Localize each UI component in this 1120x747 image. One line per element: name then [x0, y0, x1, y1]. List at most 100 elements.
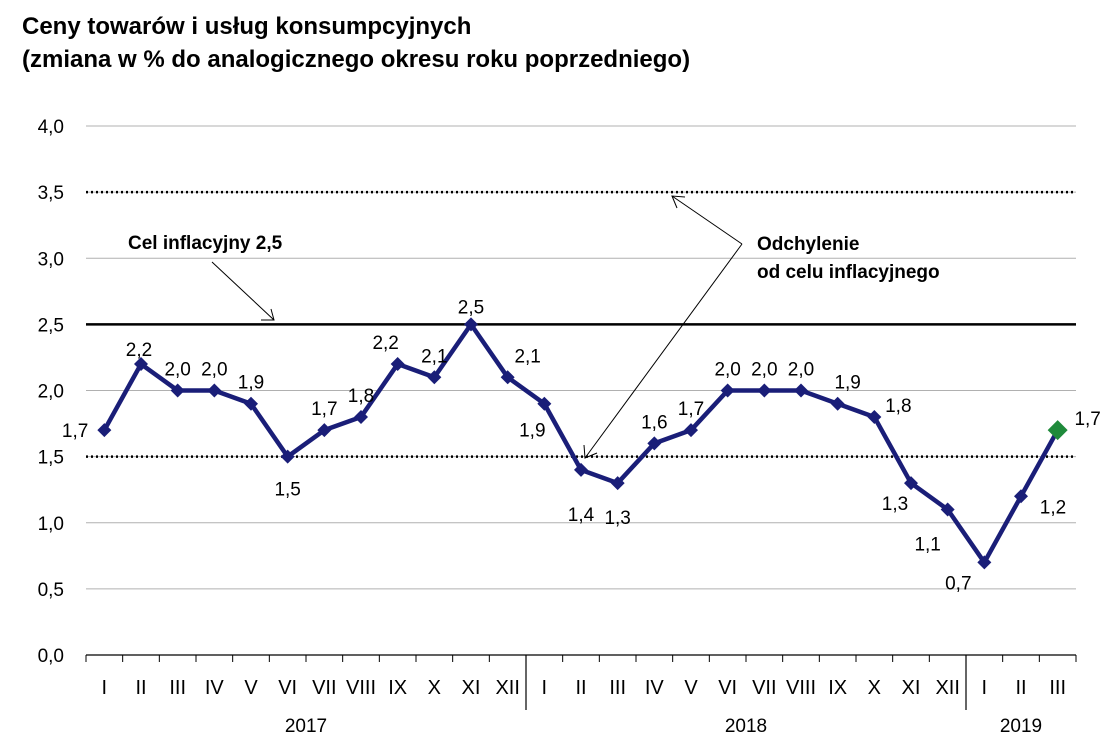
data-point-marker [464, 317, 478, 332]
annotation-arrow [584, 243, 743, 459]
data-point-marker [317, 423, 332, 438]
x-tick-label: V [684, 677, 698, 699]
data-point-marker [720, 383, 735, 398]
x-tick-label: VIII [346, 677, 376, 699]
annotation-arrow [671, 195, 743, 245]
x-tick-label: X [428, 677, 441, 699]
x-tick-label: I [102, 677, 108, 699]
x-tick-label: II [1015, 677, 1026, 699]
x-tick-label: I [542, 677, 548, 699]
x-tick-label: XII [495, 677, 519, 699]
data-label: 1,7 [311, 399, 337, 420]
y-tick-label: 0,5 [38, 580, 64, 601]
data-point-marker [830, 396, 845, 411]
y-tick-label: 3,0 [38, 249, 64, 270]
data-label: 1,1 [914, 535, 940, 556]
data-point-marker [427, 370, 442, 385]
data-label: 2,2 [372, 333, 398, 354]
x-tick-label: VI [278, 677, 297, 699]
cpi-series-line [102, 322, 1060, 565]
annotation-arrowhead [671, 195, 686, 209]
latest-point-marker [1047, 420, 1068, 441]
data-label: 1,3 [882, 494, 908, 515]
data-label: 2,0 [164, 360, 190, 381]
y-tick-label: 1,0 [38, 514, 64, 535]
data-point-marker [207, 383, 222, 398]
data-label: 2,0 [788, 360, 814, 381]
data-point-marker [97, 423, 112, 438]
data-point-marker [170, 383, 185, 398]
data-point-marker [280, 449, 295, 464]
data-label: 1,5 [274, 480, 300, 501]
data-label: 2,0 [751, 360, 777, 381]
data-point-marker [647, 436, 662, 451]
x-tick-label: IV [645, 677, 665, 699]
annotation-arrow [211, 261, 275, 321]
data-point-marker [977, 555, 992, 570]
chart-title-line-1: Ceny towarów i usług konsumpcyjnych [22, 13, 472, 40]
x-tick-label: VI [718, 677, 737, 699]
annotation-deviation-label-line-2: od celu inflacyjnego [757, 262, 940, 283]
x-tick-label: I [982, 677, 988, 699]
data-label: 2,0 [714, 360, 740, 381]
data-point-marker [684, 423, 698, 438]
data-label: 1,7 [678, 399, 704, 420]
x-tick-label: VII [312, 677, 336, 699]
data-point-marker [794, 383, 808, 398]
data-label: 2,1 [421, 346, 447, 367]
y-tick-label: 3,5 [38, 183, 64, 204]
annotation-arrowhead [583, 444, 598, 459]
data-point-marker [500, 370, 515, 385]
x-tick-label: II [135, 677, 146, 699]
data-point-marker [537, 396, 552, 411]
x-tick-label: II [575, 677, 586, 699]
year-label: 2018 [725, 716, 767, 737]
x-tick-label: VIII [786, 677, 816, 699]
x-tick-label: III [1049, 677, 1066, 699]
chart-title: Ceny towarów i usług konsumpcyjnych (zmi… [22, 10, 690, 76]
y-tick-label: 2,0 [38, 382, 64, 403]
x-tick-label: IX [828, 677, 847, 699]
y-tick-label: 0,0 [38, 646, 64, 667]
x-tick-label: IV [205, 677, 225, 699]
data-point-marker [134, 357, 148, 372]
data-label: 1,8 [885, 396, 911, 417]
year-label: 2017 [285, 716, 327, 737]
data-label: 2,1 [514, 346, 540, 367]
x-tick-label: IX [388, 677, 407, 699]
data-label: 2,5 [458, 297, 484, 318]
chart-title-line-2: (zmiana w % do analogicznego okresu roku… [22, 46, 691, 73]
data-point-marker [867, 409, 882, 424]
y-tick-label: 2,5 [38, 315, 64, 336]
data-label: 1,8 [348, 386, 374, 407]
data-label: 1,4 [568, 505, 595, 526]
annotation-arrowhead [261, 308, 275, 321]
data-point-marker [390, 357, 405, 372]
data-point-marker [244, 396, 258, 411]
data-point-marker [940, 502, 955, 517]
x-tick-label: III [609, 677, 626, 699]
y-tick-label: 1,5 [38, 448, 64, 469]
x-tick-label: III [169, 677, 186, 699]
annotation-target-label: Cel inflacyjny 2,5 [128, 233, 283, 254]
x-tick-label: XI [462, 677, 481, 699]
data-point-marker [574, 462, 588, 477]
data-label: 1,6 [641, 412, 667, 433]
x-tick-label: X [868, 677, 881, 699]
data-label: 1,7 [1074, 409, 1100, 430]
data-point-marker [904, 476, 918, 491]
data-label: 1,3 [604, 508, 630, 529]
data-label: 2,2 [126, 340, 152, 361]
x-tick-label: V [244, 677, 258, 699]
data-label: 1,2 [1040, 497, 1066, 518]
data-point-marker [354, 409, 368, 424]
data-point-marker [1014, 489, 1028, 504]
x-tick-label: XI [902, 677, 921, 699]
data-label: 1,9 [834, 373, 860, 394]
x-tick-label: XII [935, 677, 959, 699]
x-tick-label: VII [752, 677, 776, 699]
data-point-marker [757, 383, 772, 398]
data-label: 2,0 [201, 360, 227, 381]
data-label: 1,7 [62, 421, 88, 442]
